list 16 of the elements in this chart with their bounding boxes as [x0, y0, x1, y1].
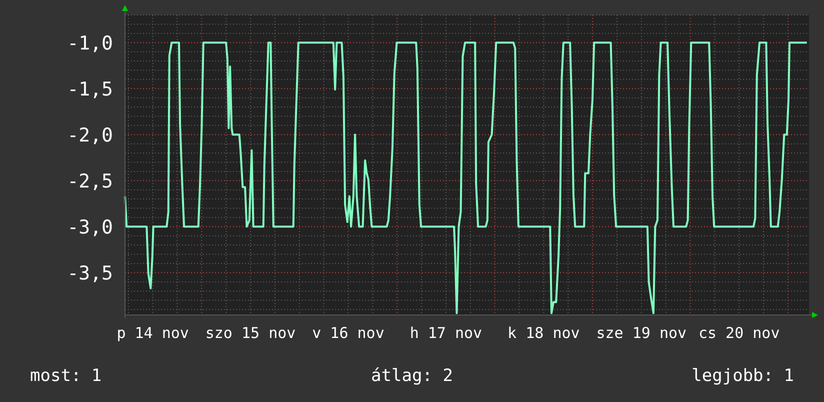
y-tick-label: -1,0: [67, 32, 113, 54]
y-tick-label: -2,0: [67, 124, 113, 146]
x-tick-label: cs 20 nov: [698, 324, 780, 342]
text: most: 1: [30, 366, 102, 386]
x-tick-label: p 14 nov: [116, 324, 189, 342]
text: legjobb: 1: [692, 366, 794, 386]
y-tick-label: -3,0: [67, 216, 113, 238]
x-tick-label: szo 15 nov: [205, 324, 296, 342]
x-tick-label: v 16 nov: [312, 324, 384, 342]
y-tick-label: -2,5: [67, 170, 113, 192]
x-tick-label: k 18 nov: [508, 324, 580, 342]
text: átlag: 2: [371, 366, 453, 386]
x-tick-label: sze 19 nov: [596, 324, 687, 342]
y-tick-label: -1,5: [67, 78, 113, 100]
x-tick-label: h 17 nov: [410, 324, 482, 342]
y-tick-label: -3,5: [67, 262, 113, 284]
